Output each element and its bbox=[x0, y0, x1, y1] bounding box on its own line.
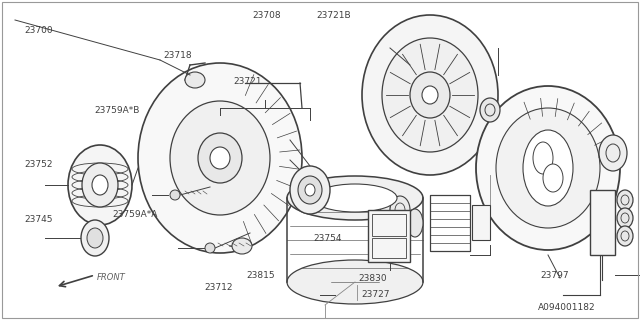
Ellipse shape bbox=[476, 86, 620, 250]
Ellipse shape bbox=[599, 135, 627, 171]
Bar bbox=[430, 195, 470, 251]
Ellipse shape bbox=[68, 145, 132, 225]
Bar bbox=[590, 190, 615, 255]
Text: 23797: 23797 bbox=[541, 271, 570, 280]
Text: 23712: 23712 bbox=[205, 284, 234, 292]
Ellipse shape bbox=[617, 190, 633, 210]
Text: 23727: 23727 bbox=[362, 290, 390, 299]
Text: A094001182: A094001182 bbox=[538, 303, 595, 312]
Ellipse shape bbox=[210, 147, 230, 169]
Ellipse shape bbox=[313, 184, 397, 212]
Ellipse shape bbox=[82, 163, 118, 207]
Ellipse shape bbox=[480, 98, 500, 122]
Text: 23759A*A: 23759A*A bbox=[112, 210, 157, 219]
Ellipse shape bbox=[362, 15, 498, 175]
Ellipse shape bbox=[290, 166, 330, 214]
Ellipse shape bbox=[185, 72, 205, 88]
Ellipse shape bbox=[205, 243, 215, 253]
Ellipse shape bbox=[617, 226, 633, 246]
Ellipse shape bbox=[523, 130, 573, 206]
Text: 23815: 23815 bbox=[246, 271, 275, 280]
Ellipse shape bbox=[533, 142, 553, 174]
Ellipse shape bbox=[390, 196, 410, 224]
Text: 23754: 23754 bbox=[314, 234, 342, 243]
Bar bbox=[472, 209, 480, 221]
Text: 23745: 23745 bbox=[24, 215, 53, 224]
Ellipse shape bbox=[170, 190, 180, 200]
Text: FRONT: FRONT bbox=[97, 274, 125, 283]
Ellipse shape bbox=[410, 72, 450, 118]
Ellipse shape bbox=[198, 133, 242, 183]
Ellipse shape bbox=[298, 176, 322, 204]
Text: 23708: 23708 bbox=[253, 11, 282, 20]
Ellipse shape bbox=[287, 260, 423, 304]
Ellipse shape bbox=[407, 209, 423, 237]
Ellipse shape bbox=[81, 220, 109, 256]
Text: 23718: 23718 bbox=[163, 52, 192, 60]
Ellipse shape bbox=[92, 175, 108, 195]
Bar bbox=[372, 214, 406, 236]
Bar bbox=[472, 205, 490, 240]
Ellipse shape bbox=[287, 176, 423, 220]
Ellipse shape bbox=[170, 101, 270, 215]
Ellipse shape bbox=[232, 238, 252, 254]
Bar bbox=[368, 210, 410, 262]
Ellipse shape bbox=[496, 108, 600, 228]
Ellipse shape bbox=[543, 164, 563, 192]
Ellipse shape bbox=[422, 86, 438, 104]
Text: 23700: 23700 bbox=[24, 26, 53, 35]
Bar bbox=[372, 238, 406, 258]
Text: 23721: 23721 bbox=[234, 77, 262, 86]
Text: 23759A*B: 23759A*B bbox=[95, 106, 140, 115]
Text: 23830: 23830 bbox=[358, 274, 387, 283]
Ellipse shape bbox=[617, 208, 633, 228]
Text: 23721B: 23721B bbox=[317, 11, 351, 20]
Ellipse shape bbox=[305, 184, 315, 196]
Text: 23752: 23752 bbox=[24, 160, 53, 169]
Ellipse shape bbox=[382, 38, 478, 152]
Bar bbox=[472, 223, 480, 235]
Ellipse shape bbox=[138, 63, 302, 253]
Ellipse shape bbox=[87, 228, 103, 248]
